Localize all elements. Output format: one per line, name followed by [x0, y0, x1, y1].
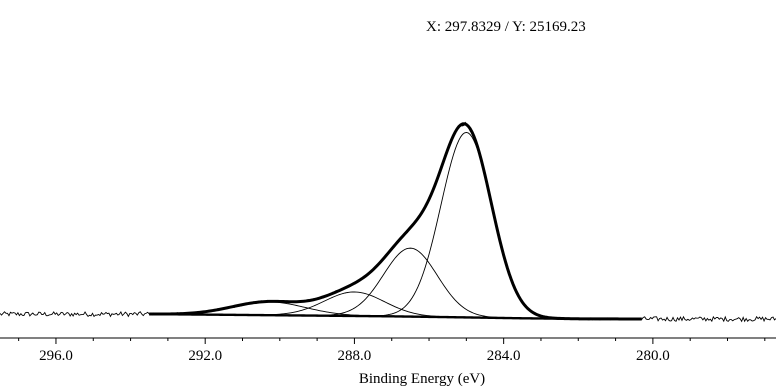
- x-tick-label: 280.0: [636, 348, 670, 364]
- x-tick-label: 292.0: [188, 348, 222, 364]
- x-axis-title: Binding Energy (eV): [359, 371, 485, 387]
- envelope-fit-line: [149, 122, 642, 321]
- x-tick-label: 296.0: [39, 348, 73, 364]
- component-peak-1: [149, 131, 642, 320]
- raw-spectrum-line: [0, 121, 776, 323]
- cursor-coordinate-readout: X: 297.8329 / Y: 25169.23: [426, 19, 586, 35]
- x-tick-label: 288.0: [338, 348, 372, 364]
- x-tick-label: 284.0: [487, 348, 521, 364]
